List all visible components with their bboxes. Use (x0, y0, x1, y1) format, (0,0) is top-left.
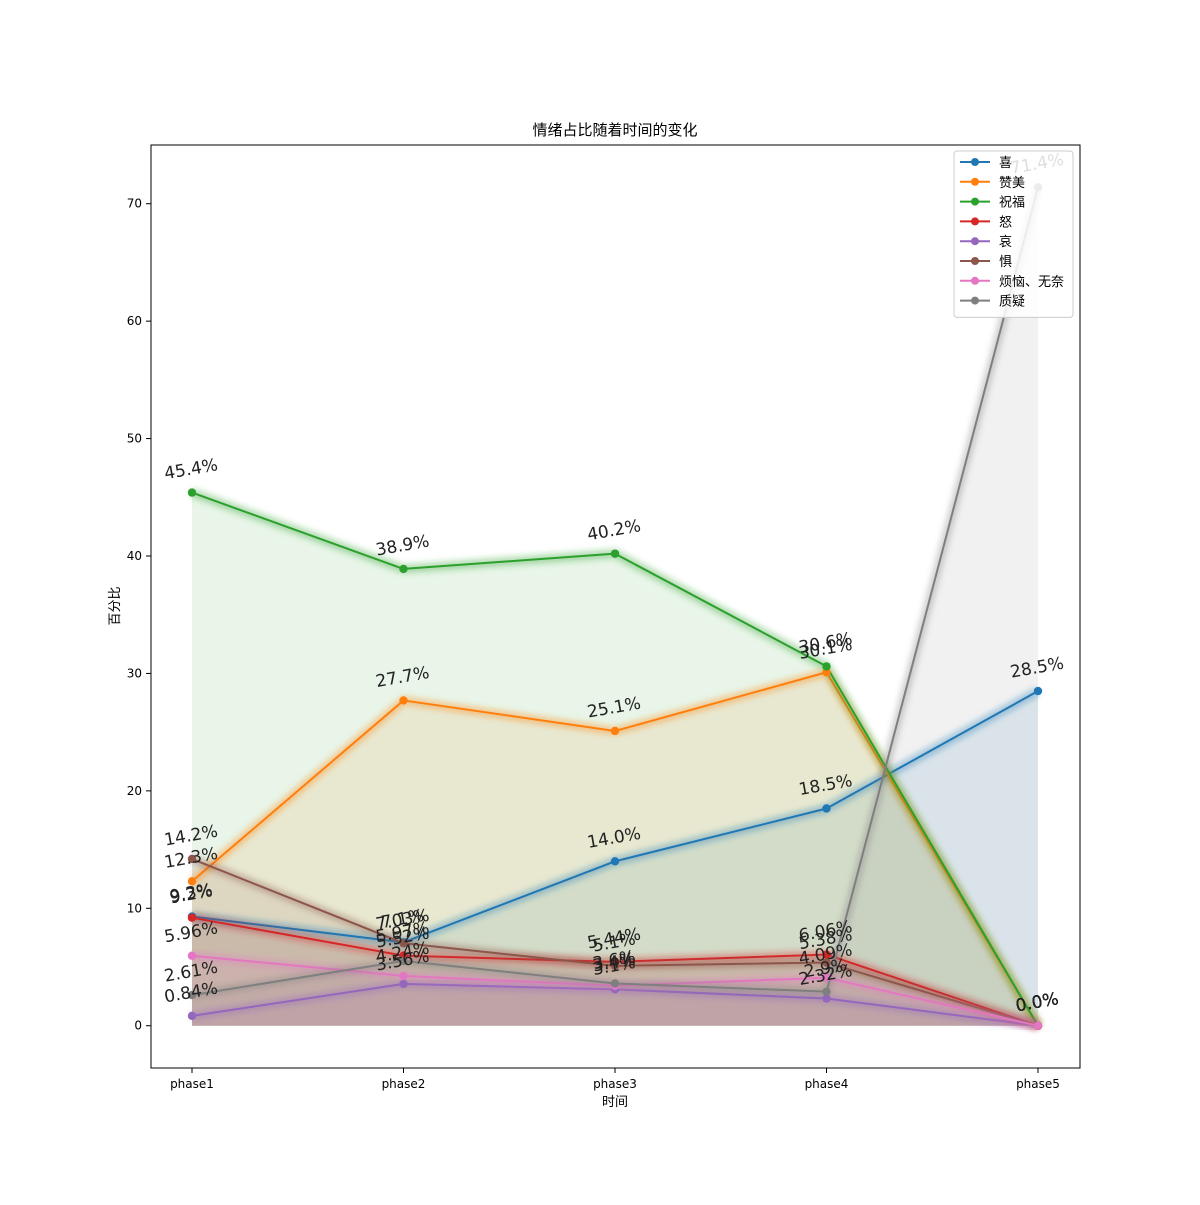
x-tick-label: phase1 (170, 1077, 214, 1091)
data-label: 40.2% (586, 516, 643, 545)
y-tick-label: 70 (127, 197, 142, 211)
data-point (610, 549, 620, 558)
data-point (610, 857, 620, 866)
legend-swatch-marker (971, 276, 979, 285)
x-tick-label: phase4 (805, 1077, 849, 1091)
legend-swatch-marker (971, 217, 979, 226)
data-point (822, 662, 831, 671)
y-axis-label: 百分比 (108, 586, 123, 625)
legend-swatch-marker (971, 177, 979, 186)
data-point (399, 564, 408, 574)
chart-title: 情绪占比随着时间的变化 (532, 121, 697, 139)
area-7 (192, 187, 1038, 1026)
data-point (187, 488, 197, 497)
x-tick-label: phase5 (1016, 1077, 1060, 1091)
data-point (187, 1011, 197, 1021)
legend-swatch-marker (971, 197, 979, 206)
area-fills (192, 187, 1038, 1026)
legend-entry: 惧 (999, 254, 1012, 270)
legend-swatch-marker (971, 237, 979, 246)
data-point (187, 854, 197, 864)
data-point (822, 987, 831, 996)
data-point (399, 971, 408, 981)
data-point (822, 973, 831, 982)
data-point (610, 961, 620, 971)
data-label: 45.4% (163, 455, 220, 484)
data-point (610, 979, 620, 988)
data-point (399, 938, 408, 948)
y-tick-label: 0 (134, 1019, 142, 1033)
y-tick-label: 20 (127, 784, 142, 798)
legend-swatch-marker (971, 257, 979, 265)
legend-box (953, 150, 1074, 318)
y-tick-label: 30 (127, 666, 142, 680)
legend-entry: 怒 (999, 215, 1012, 230)
data-point (610, 726, 620, 736)
legend-entry: 祝福 (999, 196, 1025, 211)
data-point (1033, 686, 1043, 696)
x-axis-label: 时间 (602, 1095, 628, 1110)
legend-entry: 喜 (999, 156, 1012, 171)
y-tick-label: 40 (127, 549, 142, 563)
data-point (399, 956, 408, 966)
y-tick-label: 60 (127, 314, 142, 328)
data-point (399, 979, 408, 989)
y-tick-label: 10 (127, 901, 142, 915)
data-point (822, 958, 831, 967)
data-point (822, 950, 831, 959)
x-tick-label: phase3 (593, 1077, 637, 1091)
axes: 0 10 20 30 40 50 60 70 phase1 phase2 phase3 phase4 p… (127, 144, 1081, 1091)
data-point (187, 990, 197, 1000)
area-0 (192, 691, 1038, 1026)
legend-swatch-marker (971, 296, 979, 305)
data-point (187, 913, 197, 922)
data-point (822, 804, 831, 813)
data-point (187, 877, 197, 886)
legend-entry: 赞美 (999, 176, 1025, 191)
area-4 (192, 983, 1038, 1026)
data-points (187, 183, 1043, 1030)
data-point (399, 696, 408, 705)
data-point (1033, 1021, 1043, 1030)
data-point (822, 668, 831, 677)
legend-entry: 质疑 (999, 294, 1025, 310)
area-1 (192, 672, 1038, 1026)
data-point (187, 951, 197, 960)
y-tick-label: 50 (127, 432, 142, 446)
data-label: 38.9% (374, 531, 431, 560)
legend-entry: 哀 (999, 235, 1012, 250)
x-tick-label: phase2 (382, 1077, 426, 1091)
data-point (822, 994, 831, 1003)
legend-swatch-marker (971, 158, 979, 166)
legend-entry: 烦恼、无奈 (999, 275, 1064, 290)
area-2 (192, 492, 1038, 1026)
